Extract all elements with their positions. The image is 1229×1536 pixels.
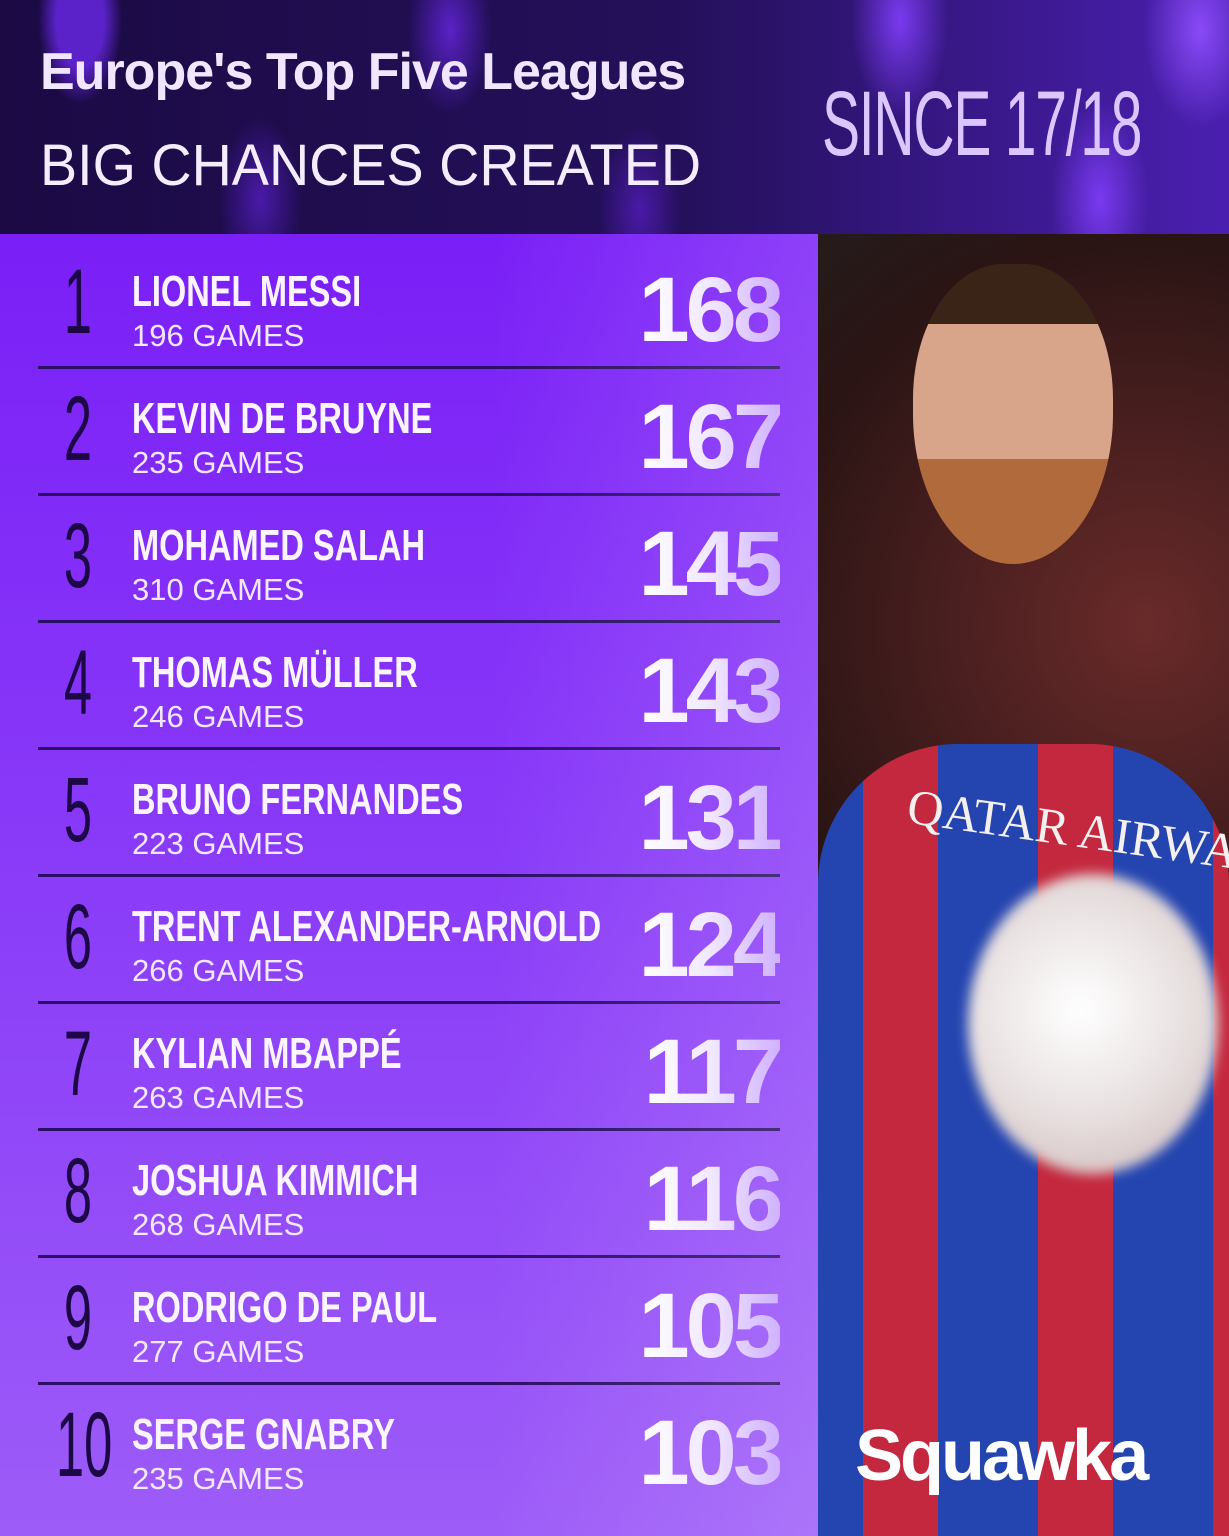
player-name: BRUNO FERNANDES <box>132 775 464 824</box>
row-divider <box>38 493 780 496</box>
header-banner: Europe's Top Five Leagues BIG CHANCES CR… <box>0 0 1229 234</box>
squawka-logo: Squawka <box>855 1416 1149 1496</box>
rank-number: 1 <box>63 251 93 353</box>
big-chances-value: 105 <box>638 1275 784 1377</box>
title: Europe's Top Five Leagues <box>40 43 686 101</box>
games-count: 310 GAMES <box>132 572 305 607</box>
games-count: 196 GAMES <box>132 318 305 353</box>
ball <box>968 874 1218 1174</box>
games-count: 235 GAMES <box>132 1461 305 1496</box>
player-name: TRENT ALEXANDER-ARNOLD <box>132 902 602 951</box>
rank-number: 6 <box>63 886 93 988</box>
big-chances-value: 116 <box>643 1148 784 1250</box>
rank-number: 7 <box>63 1013 93 1115</box>
games-count: 266 GAMES <box>132 953 305 988</box>
row-divider <box>38 1255 780 1258</box>
player-name: JOSHUA KIMMICH <box>132 1156 419 1205</box>
row-divider <box>38 620 780 623</box>
ranking-list: 1 LIONEL MESSI 196 GAMES 168 2 KEVIN DE … <box>0 234 818 1536</box>
since-label: SINCE 17/18 <box>822 73 1143 175</box>
player-name: LIONEL MESSI <box>132 267 362 316</box>
row-divider <box>38 1001 780 1004</box>
list-item: 4 THOMAS MÜLLER 246 GAMES 143 <box>38 623 784 750</box>
big-chances-value: 103 <box>638 1402 784 1504</box>
list-item: 2 KEVIN DE BRUYNE 235 GAMES 167 <box>38 369 784 496</box>
player-name: THOMAS MÜLLER <box>132 648 418 697</box>
player-photo: QATAR AIRWAYS <box>818 234 1229 1536</box>
list-item: 1 LIONEL MESSI 196 GAMES 168 <box>38 242 784 369</box>
big-chances-value: 145 <box>638 513 784 615</box>
row-divider <box>38 366 780 369</box>
player-name: SERGE GNABRY <box>132 1410 395 1459</box>
rank-number: 5 <box>63 759 93 861</box>
games-count: 277 GAMES <box>132 1334 305 1369</box>
rank-number: 4 <box>63 632 93 734</box>
rank-number: 8 <box>63 1140 93 1242</box>
player-name: MOHAMED SALAH <box>132 521 426 570</box>
list-item: 9 RODRIGO DE PAUL 277 GAMES 105 <box>38 1258 784 1385</box>
rank-number: 9 <box>63 1267 93 1369</box>
list-item: 8 JOSHUA KIMMICH 268 GAMES 116 <box>38 1131 784 1258</box>
list-item: 7 KYLIAN MBAPPÉ 263 GAMES 117 <box>38 1004 784 1131</box>
list-item: 10 SERGE GNABRY 235 GAMES 103 <box>38 1385 784 1512</box>
row-divider <box>38 1128 780 1131</box>
row-divider <box>38 1382 780 1385</box>
games-count: 246 GAMES <box>132 699 305 734</box>
big-chances-value: 167 <box>638 386 784 488</box>
games-count: 268 GAMES <box>132 1207 305 1242</box>
row-divider <box>38 747 780 750</box>
list-item: 3 MOHAMED SALAH 310 GAMES 145 <box>38 496 784 623</box>
row-divider <box>38 874 780 877</box>
rank-number: 2 <box>63 378 93 480</box>
list-item: 6 TRENT ALEXANDER-ARNOLD 266 GAMES 124 <box>38 877 784 1004</box>
big-chances-value: 124 <box>638 894 784 996</box>
games-count: 223 GAMES <box>132 826 305 861</box>
player-name: KYLIAN MBAPPÉ <box>132 1029 402 1078</box>
subtitle: BIG CHANCES CREATED <box>40 133 702 198</box>
games-count: 235 GAMES <box>132 445 305 480</box>
games-count: 263 GAMES <box>132 1080 305 1115</box>
big-chances-value: 168 <box>638 259 784 361</box>
player-name: KEVIN DE BRUYNE <box>132 394 433 443</box>
big-chances-value: 143 <box>638 640 784 742</box>
rank-number: 3 <box>63 505 93 607</box>
list-item: 5 BRUNO FERNANDES 223 GAMES 131 <box>38 750 784 877</box>
player-name: RODRIGO DE PAUL <box>132 1283 438 1332</box>
big-chances-value: 131 <box>638 767 784 869</box>
rank-number: 10 <box>56 1394 113 1496</box>
player-head <box>913 264 1113 564</box>
big-chances-value: 117 <box>643 1021 784 1123</box>
